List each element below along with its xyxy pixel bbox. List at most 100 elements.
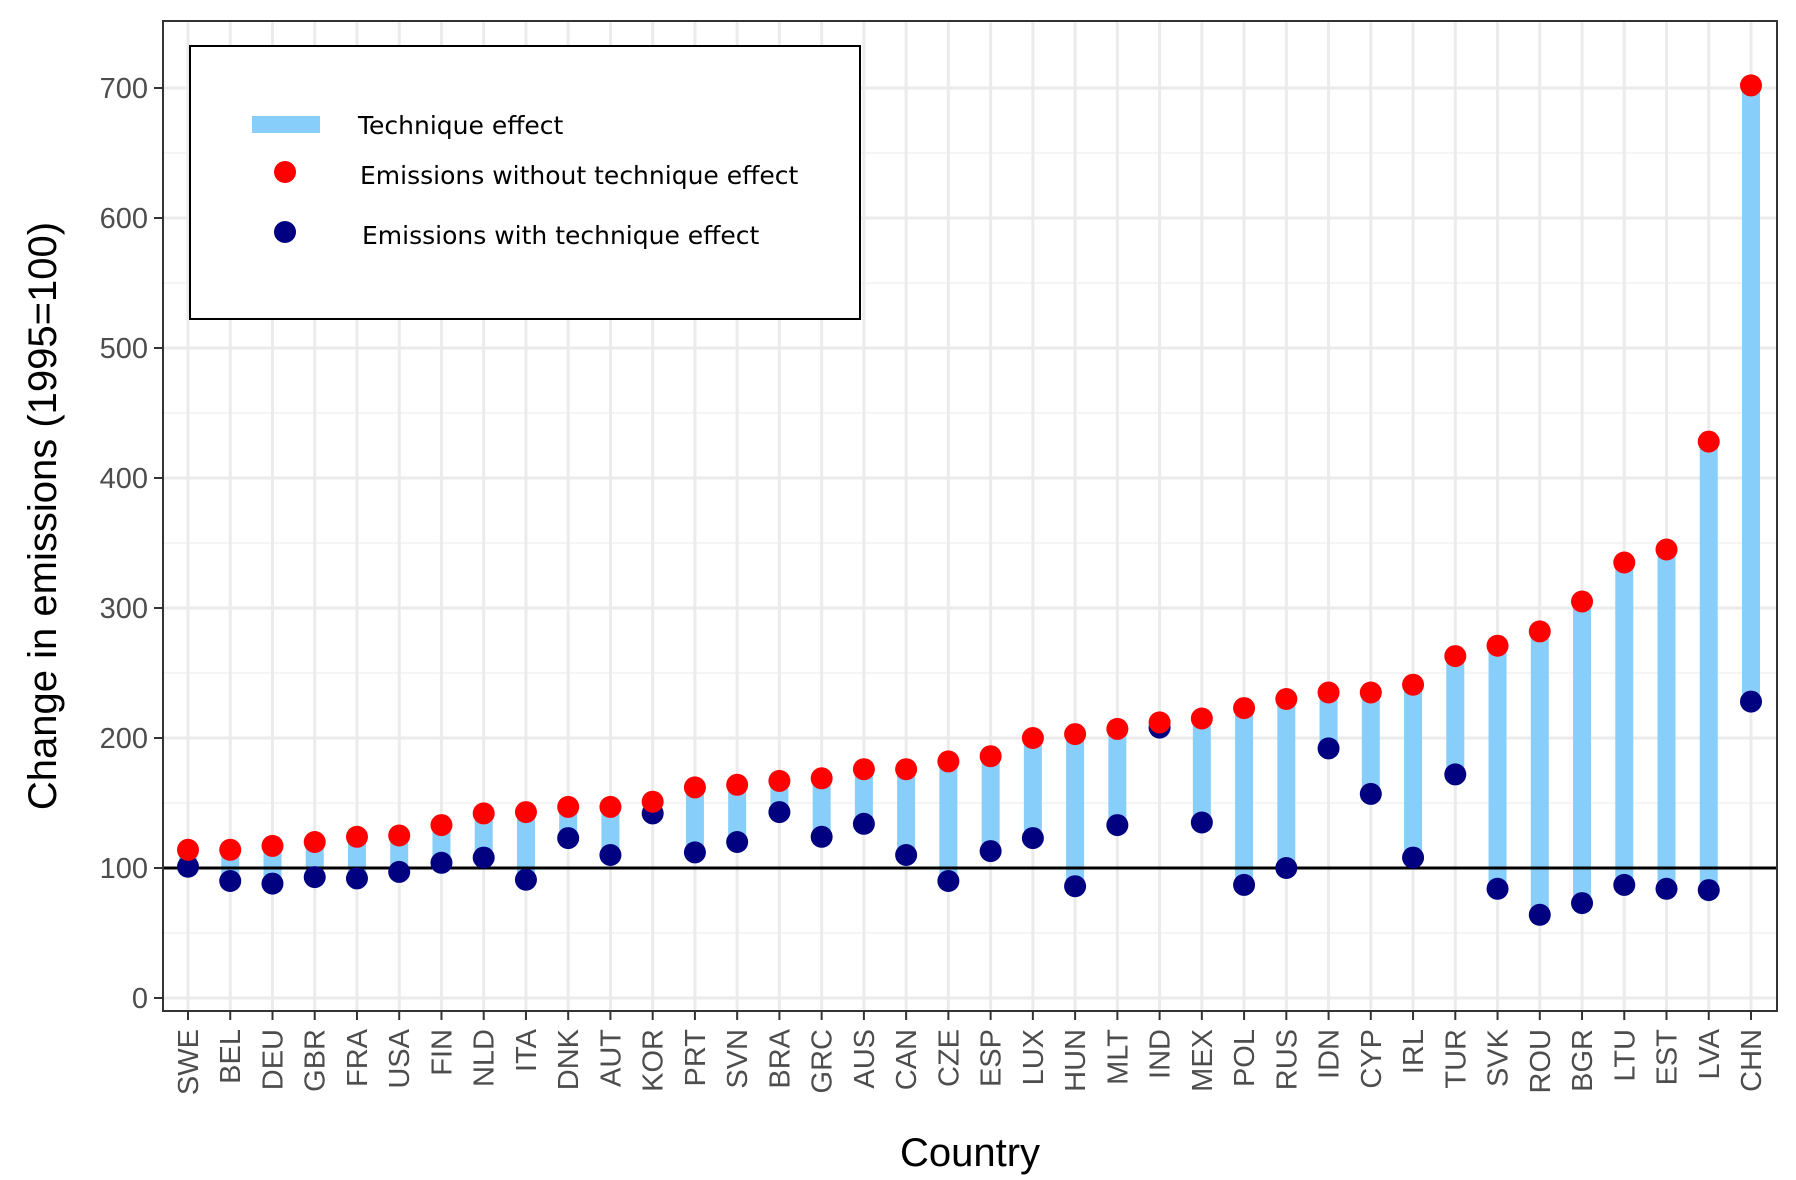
point-with-technique: [1064, 875, 1087, 898]
point-without-technique: [1402, 673, 1425, 696]
x-tick-label: BGR: [1567, 1029, 1599, 1092]
x-tick-label: FRA: [342, 1028, 374, 1087]
y-tick-label: 100: [100, 853, 148, 885]
technique-effect-bar: [854, 769, 873, 824]
point-without-technique: [1233, 697, 1256, 720]
point-with-technique: [937, 870, 960, 892]
point-without-technique: [683, 776, 706, 799]
x-tick-label: DEU: [257, 1029, 289, 1090]
x-tick-label: ITA: [511, 1028, 543, 1072]
plot-panel: [162, 20, 1778, 1012]
x-axis: SWE BEL DEU GBR FRA USA FIN NLD ITA DNK AUT KOR PRT S…: [173, 1011, 1768, 1095]
point-without-technique: [514, 801, 537, 824]
x-tick-label: CYP: [1356, 1029, 1388, 1089]
point-without-technique: [1190, 707, 1213, 730]
point-without-technique: [937, 750, 960, 773]
technique-effect-bar: [1023, 738, 1042, 839]
x-tick-label: IDN: [1314, 1029, 1346, 1079]
legend-label-with-technique: Emissions with technique effect: [362, 221, 760, 250]
point-with-technique: [177, 855, 199, 878]
technique-effect-bar: [1192, 718, 1211, 823]
point-without-technique: [599, 795, 622, 818]
x-tick-label: AUS: [849, 1029, 881, 1089]
x-tick-label: POL: [1229, 1029, 1261, 1087]
technique-effect-bar: [1235, 708, 1254, 885]
point-with-technique: [261, 872, 284, 895]
technique-effect-bar: [1615, 562, 1634, 885]
x-tick-label: FIN: [426, 1029, 458, 1076]
x-tick-label: CAN: [891, 1029, 923, 1090]
point-with-technique: [1402, 846, 1425, 869]
point-without-technique: [177, 838, 199, 861]
x-tick-label: ROU: [1525, 1029, 1557, 1093]
point-with-technique: [557, 827, 580, 850]
x-tick-label: CZE: [933, 1029, 965, 1087]
x-tick-label: BEL: [215, 1029, 247, 1084]
x-tick-label: USA: [384, 1028, 416, 1088]
legend-symbol-without-technique: [274, 161, 296, 183]
point-with-technique: [1021, 827, 1044, 850]
point-with-technique: [430, 851, 453, 874]
point-without-technique: [852, 758, 875, 781]
dots-without-technique-effect: [177, 74, 1762, 861]
point-without-technique: [430, 814, 453, 837]
technique-effect-bar: [728, 784, 747, 842]
point-with-technique: [1697, 879, 1720, 902]
x-tick-label: IRL: [1398, 1029, 1430, 1074]
technique-effect-bar: [516, 812, 535, 880]
technique-effect-bar: [1319, 692, 1338, 749]
point-without-technique: [1359, 681, 1382, 704]
point-without-technique: [557, 795, 580, 818]
point-without-technique: [641, 790, 664, 813]
x-tick-label: LVA: [1694, 1028, 1726, 1079]
point-with-technique: [303, 866, 326, 889]
point-with-technique: [1233, 873, 1256, 896]
x-tick-label: PRT: [680, 1029, 712, 1087]
y-tick-label: 400: [100, 463, 148, 495]
technique-effect-bar: [1530, 631, 1549, 915]
point-without-technique: [1106, 717, 1129, 740]
y-axis: 0 100 200 300 400 500 600 700: [100, 73, 163, 1015]
x-tick-label: AUT: [595, 1029, 627, 1087]
point-with-technique: [768, 801, 791, 824]
point-without-technique: [895, 758, 918, 781]
point-without-technique: [1528, 620, 1551, 643]
point-without-technique: [219, 838, 242, 861]
legend-label-without-technique: Emissions without technique effect: [360, 161, 798, 190]
legend: Technique effect Emissions without techn…: [189, 45, 861, 320]
x-tick-label: KOR: [638, 1029, 670, 1092]
point-without-technique: [1613, 551, 1636, 574]
point-without-technique: [261, 834, 284, 857]
x-tick-label: HUN: [1060, 1029, 1092, 1092]
point-with-technique: [599, 844, 622, 866]
point-with-technique: [1317, 737, 1340, 760]
technique-effect-bar: [981, 756, 1000, 852]
technique-effect-bar: [1108, 728, 1127, 826]
technique-effect-bar: [474, 813, 493, 858]
point-with-technique: [895, 844, 918, 866]
technique-effect-bar: [812, 778, 831, 837]
point-with-technique: [1613, 873, 1636, 896]
technique-effect-bar: [601, 806, 620, 855]
x-tick-label: ESP: [976, 1029, 1008, 1087]
x-tick-label: TUR: [1440, 1029, 1472, 1089]
point-without-technique: [472, 802, 495, 825]
technique-effect-bar: [1066, 734, 1085, 887]
x-tick-label: BRA: [764, 1028, 796, 1088]
point-without-technique: [726, 773, 749, 796]
point-without-technique: [1697, 430, 1720, 453]
x-tick-label: GRC: [807, 1029, 839, 1093]
point-with-technique: [1190, 811, 1213, 834]
y-tick-label: 500: [100, 333, 148, 365]
point-without-technique: [1571, 590, 1594, 613]
point-with-technique: [1275, 857, 1298, 879]
technique-effect-bar: [1573, 601, 1592, 904]
point-without-technique: [1655, 538, 1678, 561]
point-without-technique: [388, 824, 411, 847]
technique-effect-bar: [1657, 549, 1676, 889]
point-with-technique: [1571, 892, 1594, 915]
technique-effect-bar: [1404, 684, 1423, 858]
y-tick-label: 600: [100, 203, 148, 235]
point-without-technique: [768, 769, 791, 792]
